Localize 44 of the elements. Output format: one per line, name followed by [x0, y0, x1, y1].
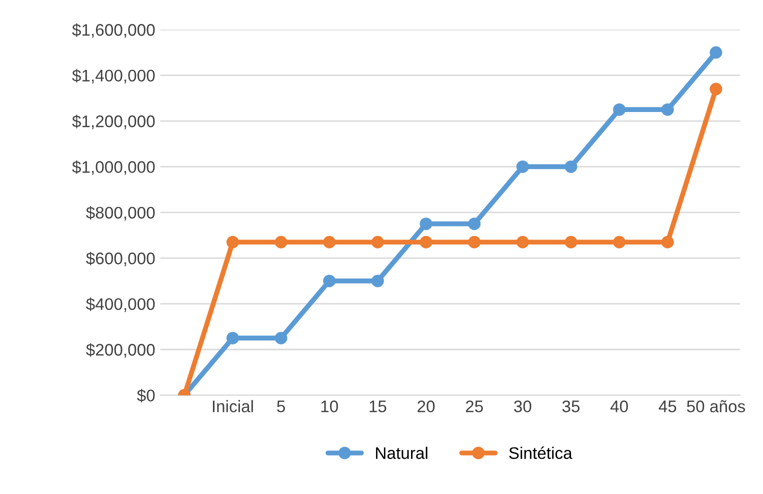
x-tick-label: 15 — [370, 400, 386, 412]
point — [661, 236, 674, 248]
point — [710, 82, 722, 96]
y-tick-label: $0 — [137, 388, 155, 402]
point — [661, 103, 674, 116]
point — [613, 103, 626, 116]
point — [516, 236, 529, 248]
y-tick-label: $1,000,000 — [72, 160, 155, 175]
x-tick-label: 50 años — [686, 400, 746, 412]
y-tick-label: $400,000 — [86, 298, 155, 312]
point — [468, 236, 481, 248]
x-tick-label: 25 — [466, 400, 483, 412]
legend-label: Natural — [376, 446, 428, 459]
point — [274, 236, 288, 248]
point — [274, 332, 288, 344]
x-tick-label: 5 — [277, 400, 285, 412]
point — [323, 274, 336, 288]
y-tick-label: $600,000 — [86, 252, 155, 266]
y-tick-label: $200,000 — [86, 343, 155, 358]
point — [371, 236, 384, 248]
point — [516, 160, 529, 173]
y-tick-label: $1,200,000 — [72, 114, 155, 130]
x-tick-label: Inicial — [212, 400, 253, 412]
legend-label: Sintética — [509, 446, 572, 459]
point — [564, 160, 578, 173]
point — [613, 236, 626, 248]
y-tick-label: $800,000 — [86, 206, 155, 221]
x-tick-label: 35 — [562, 400, 580, 412]
x-tick-label: 30 — [514, 400, 532, 412]
point — [226, 332, 239, 344]
x-tick-label: 10 — [321, 400, 338, 412]
point — [371, 274, 384, 288]
y-tick-label: $1,600,000 — [72, 23, 155, 38]
x-tick-label: 45 — [658, 400, 676, 412]
point — [226, 236, 239, 248]
point — [710, 46, 722, 59]
point — [564, 236, 578, 248]
y-tick-label: $1,400,000 — [72, 69, 155, 84]
point — [323, 236, 336, 248]
x-tick-label: 40 — [610, 400, 628, 412]
point — [420, 236, 432, 248]
x-tick-label: 20 — [418, 400, 435, 412]
point — [420, 218, 432, 230]
point — [468, 218, 481, 230]
